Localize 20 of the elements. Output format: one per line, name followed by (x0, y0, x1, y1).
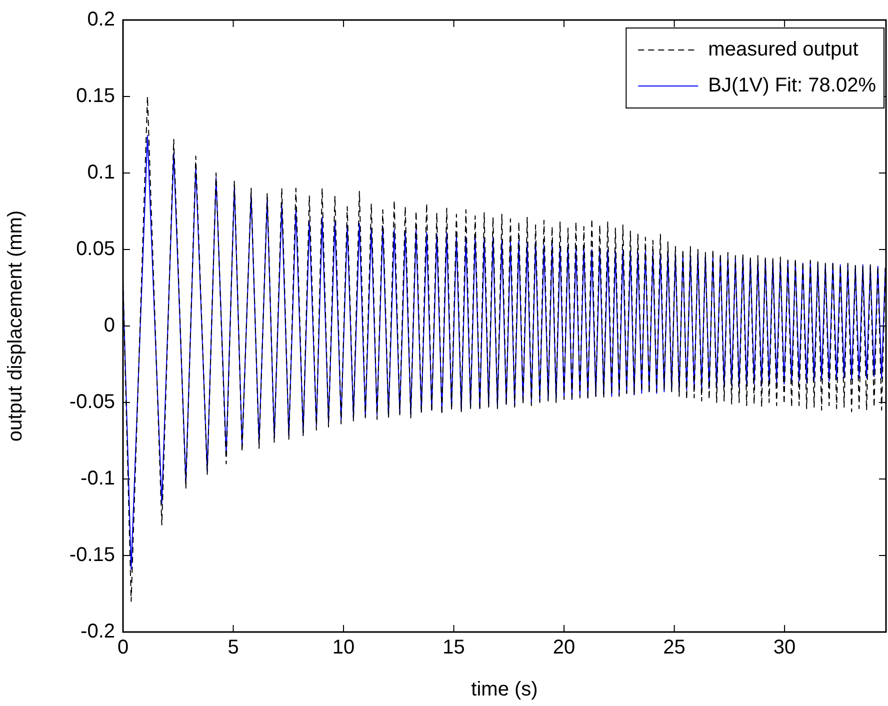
y-tick-label: -0.05 (69, 391, 115, 414)
x-tick-label: 0 (117, 636, 129, 659)
x-axis-title: time (s) (471, 678, 538, 701)
y-tick-label: 0.1 (87, 162, 115, 184)
y-tick-label: -0.2 (80, 620, 115, 643)
x-tick-label: 20 (552, 636, 576, 659)
x-tick-label: 15 (442, 636, 465, 659)
x-tick-label: 5 (228, 636, 239, 659)
legend-label: measured output (708, 38, 859, 61)
y-tick-label: 0 (104, 314, 115, 337)
legend-label: BJ(1V) Fit: 78.02% (708, 74, 876, 97)
y-tick-label: -0.1 (80, 468, 115, 490)
y-tick-label: -0.15 (69, 544, 115, 566)
x-tick-label: 30 (773, 636, 796, 659)
x-tick-label: 10 (332, 636, 355, 659)
y-tick-label: 0.2 (87, 8, 115, 31)
y-axis-title: output displacement (mm) (4, 210, 27, 442)
y-tick-label: 0.15 (76, 85, 115, 108)
x-tick-label: 25 (663, 636, 686, 659)
y-tick-label: 0.05 (76, 238, 115, 260)
